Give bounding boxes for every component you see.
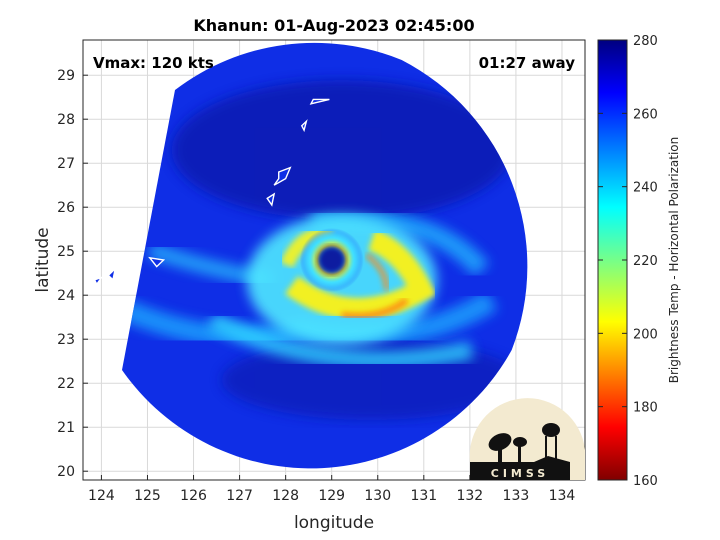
island-outline	[309, 98, 330, 105]
colorbar-tick-label: 160	[633, 474, 658, 489]
y-tick-label: 22	[57, 376, 75, 392]
y-tick-label: 20	[57, 464, 75, 480]
x-tick-label: 132	[456, 488, 483, 504]
island-outline	[273, 166, 292, 186]
y-tick-label: 29	[57, 68, 75, 84]
x-tick-label: 131	[410, 488, 437, 504]
y-tick-label: 21	[57, 420, 75, 436]
cimss-logo: CIMSS	[469, 398, 585, 480]
y-axis-label: latitude	[33, 227, 53, 292]
island-outline	[107, 266, 117, 282]
island-outline	[300, 119, 308, 133]
time-away-annotation: 01:27 away	[479, 54, 576, 72]
island-outline	[148, 256, 166, 268]
island-outline	[266, 192, 276, 207]
y-tick-label: 28	[57, 112, 75, 128]
colorbar-label: Brightness Temp - Horizontal Polarizatio…	[667, 137, 681, 384]
colorbar-tick-label: 280	[633, 34, 658, 49]
x-tick-label: 126	[180, 488, 207, 504]
x-tick-label: 133	[503, 488, 530, 504]
colorbar-tick-label: 240	[633, 181, 658, 196]
colorbar-tick-label: 220	[633, 254, 658, 269]
coastline-outlines	[93, 98, 330, 286]
x-axis-ticks: 124 125 126 127 128 129 130 131 132 133 134	[88, 475, 575, 504]
y-tick-label: 27	[57, 156, 75, 172]
island-outline	[93, 276, 104, 286]
x-tick-label: 128	[272, 488, 299, 504]
brightness-temperature-swath	[93, 42, 528, 469]
y-tick-label: 23	[57, 332, 75, 348]
swath-fill	[122, 42, 528, 469]
x-tick-label: 129	[318, 488, 345, 504]
x-tick-label: 125	[134, 488, 161, 504]
x-tick-label: 134	[549, 488, 576, 504]
x-axis-label: longitude	[294, 513, 374, 533]
y-tick-label: 26	[57, 200, 75, 216]
y-axis-ticks: 20 21 22 23 24 25 26 27 28 29	[57, 68, 88, 480]
x-tick-label: 130	[364, 488, 391, 504]
colorbar-tick-label: 200	[633, 327, 658, 342]
y-tick-label: 25	[57, 244, 75, 260]
y-tick-label: 24	[57, 288, 75, 304]
plot-frame	[82, 39, 586, 481]
x-tick-label: 124	[88, 488, 115, 504]
colorbar-ticks: 160 180 200 220 240 260 280	[598, 34, 658, 489]
cimss-logo-text: CIMSS	[491, 467, 549, 480]
vmax-annotation: Vmax: 120 kts	[93, 54, 214, 72]
colorbar-tick-label: 260	[633, 107, 658, 122]
x-tick-label: 127	[226, 488, 253, 504]
chart-title: Khanun: 01-Aug-2023 02:45:00	[193, 16, 474, 35]
colorbar-tick-label: 180	[633, 401, 658, 416]
